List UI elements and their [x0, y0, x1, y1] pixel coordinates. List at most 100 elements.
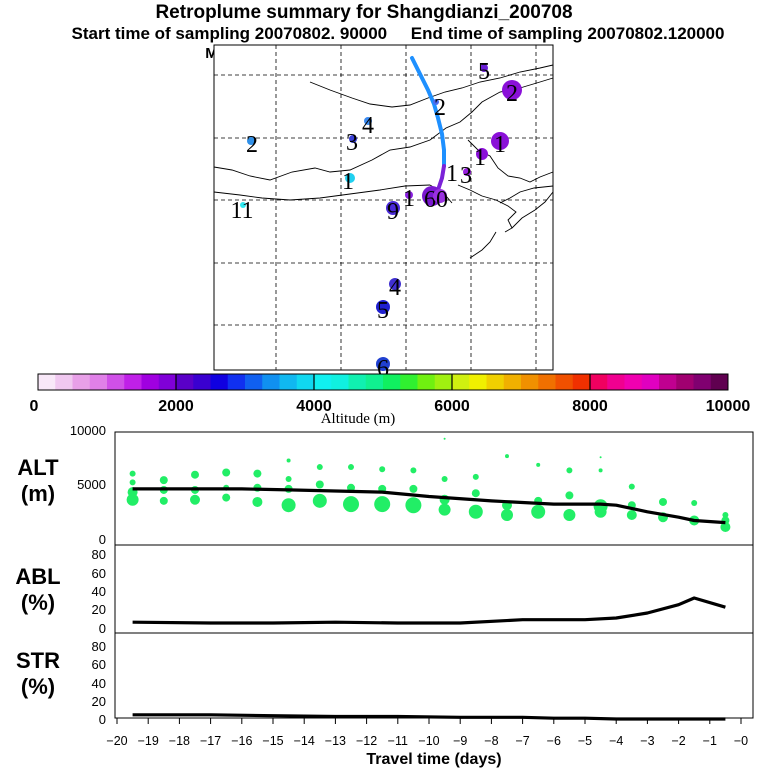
sampling-times: Start time of sampling 20070802. 90000 E…	[71, 24, 725, 43]
alt-dot	[374, 496, 391, 513]
colorbar-cell	[693, 374, 712, 390]
alt-dot	[222, 468, 231, 477]
colorbar-cell	[193, 374, 211, 390]
alt-dot	[599, 456, 602, 459]
colorbar-cell	[434, 374, 453, 390]
colorbar-cell	[486, 374, 505, 390]
y-tick-label: 80	[92, 639, 106, 654]
alt-dot	[343, 496, 359, 513]
alt-dot	[593, 499, 608, 514]
colorbar-ticks: 0 2000 4000 6000 8000 10000	[30, 374, 750, 415]
panels-frame	[114, 431, 754, 719]
alt-dot	[659, 497, 667, 506]
colorbar-cell	[124, 374, 142, 390]
abl-series-line	[132, 596, 726, 625]
colorbar-cell	[279, 374, 298, 390]
x-tick-label: −6	[547, 734, 561, 748]
colorbar-label: Altitude (m)	[321, 411, 396, 427]
colorbar-cell	[227, 374, 246, 390]
x-tick-label: −19	[138, 734, 159, 748]
x-tick-label: −16	[231, 734, 252, 748]
colorbar-cell	[314, 374, 332, 390]
colorbar-cell	[348, 374, 367, 390]
colorbar-tick-label: 0	[30, 398, 39, 415]
alt-dot	[410, 467, 417, 474]
alt-dot	[501, 509, 513, 522]
colorbar-cell	[659, 374, 677, 390]
alt-dot	[191, 470, 199, 479]
plume-marker-dot	[491, 132, 509, 150]
colorbar-cell	[38, 374, 56, 390]
colorbar-cell	[383, 374, 401, 390]
x-tick-label: −9	[453, 734, 467, 748]
x-tick-label: −8	[484, 734, 498, 748]
alt-dot	[252, 496, 263, 507]
str-series-line	[132, 713, 726, 721]
colorbar-cell	[400, 374, 418, 390]
alt-dot	[505, 454, 509, 459]
alt-dot	[598, 468, 603, 473]
plume-marker-label: 2	[506, 81, 518, 107]
altitude-colorbar: 0 2000 4000 6000 8000 10000 Altitude (m)	[30, 373, 750, 427]
plume-marker-label: 4	[362, 113, 374, 139]
alt-dot	[285, 476, 292, 483]
x-tick-label: −20	[106, 734, 127, 748]
plume-marker-label: 3	[460, 163, 472, 189]
x-tick-label: −15	[262, 734, 283, 748]
x-tick-label: −3	[640, 734, 654, 748]
y-tick-label: 60	[92, 657, 106, 672]
colorbar-cell	[676, 374, 694, 390]
colorbar-cell	[107, 374, 125, 390]
plume-marker-dot	[433, 99, 439, 105]
alt-panel-title: ALT	[17, 455, 59, 480]
colorbar-cell	[210, 374, 229, 390]
alt-panel-unit: (m)	[21, 481, 55, 506]
alt-dot	[536, 462, 541, 467]
plume-marker-label: 1	[494, 132, 506, 158]
plume-marker-dot	[389, 278, 401, 290]
alt-dot	[626, 510, 637, 521]
str-panel-title: STR	[16, 648, 60, 673]
alt-dot	[563, 509, 576, 522]
colorbar-cells	[38, 374, 729, 390]
alt-dot	[159, 496, 168, 505]
str-panel-unit: (%)	[21, 674, 55, 699]
alt-dot	[443, 437, 446, 440]
plume-marker-label: 1	[342, 169, 354, 195]
alt-dot	[316, 464, 323, 471]
plume-marker-label: 3	[346, 130, 358, 156]
x-tick-label: −12	[356, 734, 377, 748]
colorbar-cell	[72, 374, 91, 390]
plume-marker-dot	[376, 300, 390, 314]
y-tick-label: 0	[99, 621, 106, 636]
plume-marker-label: 2	[434, 95, 446, 121]
alt-dot	[281, 498, 296, 513]
x-tick-label: −0	[734, 734, 748, 748]
alt-dot	[129, 479, 136, 486]
y-tick-label: 10000	[70, 423, 106, 438]
y-tick-label: 80	[92, 547, 106, 562]
plume-marker-label: 4	[389, 275, 401, 301]
y-tick-label: 40	[92, 584, 106, 599]
alt-dot	[379, 466, 386, 473]
x-tick-label: −1	[703, 734, 717, 748]
colorbar-cell	[641, 374, 660, 390]
colorbar-cell	[710, 374, 729, 390]
alt-dot	[159, 476, 168, 485]
colorbar-frame	[37, 373, 729, 391]
plume-marker-dot	[476, 148, 488, 160]
alt-dot	[628, 483, 635, 490]
abl-panel-unit: (%)	[21, 590, 55, 615]
alt-series-line	[132, 487, 726, 525]
plume-marker-label: 9	[387, 199, 399, 225]
alt-dot	[691, 500, 698, 507]
colorbar-cell	[176, 374, 194, 390]
plume-marker-dot	[433, 189, 447, 203]
alt-dot	[409, 484, 418, 493]
y-tick-label: 5000	[77, 477, 106, 492]
alt-dot	[348, 464, 354, 471]
alt-dot	[405, 497, 422, 514]
alt-dot	[722, 512, 729, 519]
